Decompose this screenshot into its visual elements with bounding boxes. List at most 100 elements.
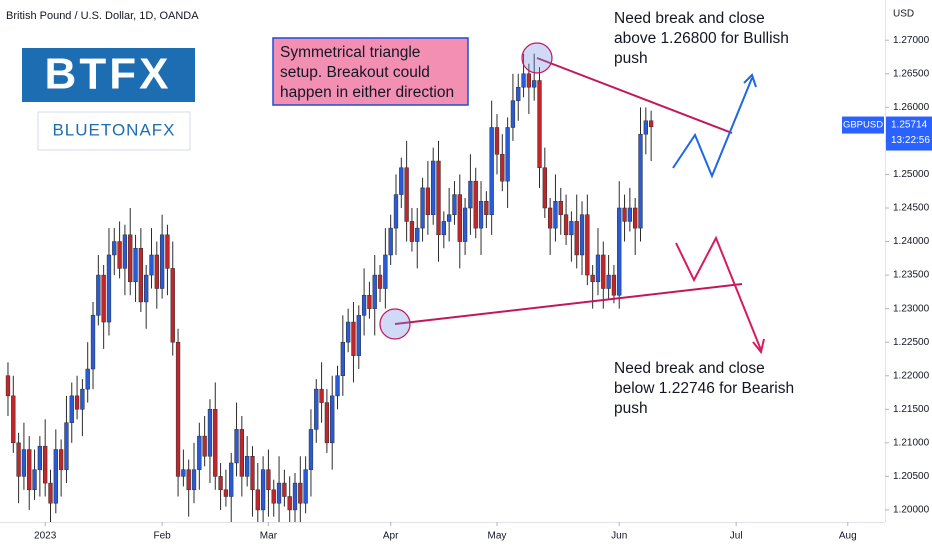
- x-tick-label: Feb: [153, 531, 171, 542]
- candle-body: [335, 375, 340, 397]
- candle-body: [563, 214, 569, 236]
- candle-body: [159, 234, 165, 289]
- candle-body: [292, 482, 298, 511]
- candle-body: [96, 274, 101, 316]
- logo-sub-box: [37, 111, 191, 151]
- bullish-path: [672, 77, 753, 179]
- candle-body: [213, 409, 218, 477]
- candle-body: [37, 445, 43, 470]
- candle-body: [112, 241, 117, 256]
- candle-body: [149, 254, 154, 276]
- candle-body: [271, 489, 276, 504]
- candle-body: [154, 254, 159, 289]
- candle-body: [388, 227, 393, 256]
- drawings: [272, 37, 765, 355]
- candle-body: [452, 194, 457, 215]
- candle-body: [58, 449, 64, 470]
- candle-body: [303, 469, 308, 504]
- candle-body: [245, 455, 250, 477]
- candle-body: [648, 120, 654, 128]
- candle-body: [377, 274, 383, 289]
- candle-body: [558, 201, 563, 215]
- symbol-tag: [842, 116, 884, 134]
- bullish-note-line: push: [614, 50, 648, 67]
- candle-body: [80, 388, 85, 410]
- candle-body: [553, 201, 558, 229]
- y-tick-label: 1.22500: [893, 337, 930, 348]
- y-tick-label: 1.24000: [893, 236, 930, 247]
- candle-body: [457, 194, 462, 242]
- lower-trendline: [394, 283, 743, 325]
- candle-body: [229, 462, 234, 497]
- x-tick-label: Mar: [260, 531, 278, 542]
- y-tick-label: 1.27000: [893, 35, 930, 46]
- candle-body: [579, 214, 585, 256]
- bearish-note-line: below 1.22746 for Bearish: [614, 380, 794, 397]
- y-tick-label: 1.23500: [893, 270, 930, 281]
- candle-body: [117, 241, 122, 269]
- candle-body: [510, 100, 516, 128]
- candle-body: [128, 234, 133, 283]
- candles: [5, 53, 654, 522]
- candle-body: [478, 201, 484, 229]
- candle-body: [122, 234, 128, 269]
- candle-body: [11, 395, 16, 444]
- candle-body: [611, 274, 617, 296]
- countdown-label: 13:22:56: [891, 135, 930, 146]
- candle-body: [308, 429, 314, 470]
- y-tick-label: 1.21000: [893, 437, 930, 448]
- x-tick-label: Apr: [383, 531, 399, 542]
- logo-main: BTFX: [45, 50, 172, 99]
- candle-body: [314, 388, 319, 430]
- logo: BTFX BLUETONAFX: [22, 48, 195, 151]
- candle-body: [415, 227, 420, 242]
- candle-body: [521, 73, 526, 88]
- candle-body: [431, 160, 436, 215]
- candle-body: [85, 368, 90, 390]
- candle-body: [32, 469, 37, 491]
- candle-body: [223, 489, 229, 497]
- candle-body: [425, 187, 431, 215]
- candle-body: [197, 435, 202, 470]
- candle-body: [324, 402, 330, 444]
- candle-body: [643, 120, 648, 135]
- candle-body: [144, 274, 149, 303]
- candle-body: [351, 321, 356, 356]
- y-tick-label: 1.20000: [893, 505, 930, 516]
- candle-body: [282, 482, 287, 497]
- candle-body: [48, 482, 53, 504]
- candle-body: [64, 422, 69, 470]
- candle-body: [175, 341, 181, 477]
- y-tick-label: 1.22000: [893, 370, 930, 381]
- x-tick-label: May: [488, 531, 507, 542]
- y-tick-label: 1.24500: [893, 203, 930, 214]
- candle-body: [473, 180, 478, 229]
- candle-body: [43, 445, 48, 484]
- candle-body: [27, 449, 32, 491]
- candle-body: [601, 254, 606, 289]
- candle-body: [585, 214, 590, 276]
- candle-body: [250, 455, 255, 491]
- x-tick-label: 2023: [34, 531, 57, 542]
- candle-body: [617, 207, 622, 296]
- candle-body: [101, 274, 106, 323]
- candle-body: [590, 274, 595, 283]
- candle-body: [202, 435, 207, 457]
- candle-body: [340, 341, 345, 376]
- y-tick-label: 1.26500: [893, 68, 930, 79]
- candle-body: [462, 207, 468, 242]
- x-tick-label: Aug: [839, 531, 857, 542]
- candle-body: [404, 167, 409, 222]
- note-box-line: happen in either direction: [280, 84, 454, 101]
- candle-body: [16, 442, 21, 477]
- candle-body: [409, 221, 415, 242]
- candle-body: [106, 254, 112, 323]
- bullish-note-line: Need break and close: [614, 10, 765, 27]
- candle-body: [191, 469, 197, 491]
- candle-body: [367, 294, 372, 309]
- candle-body: [627, 207, 633, 222]
- candle-body: [526, 73, 532, 88]
- upper-trendline: [536, 57, 733, 134]
- note-box-line: Symmetrical triangle: [280, 44, 420, 61]
